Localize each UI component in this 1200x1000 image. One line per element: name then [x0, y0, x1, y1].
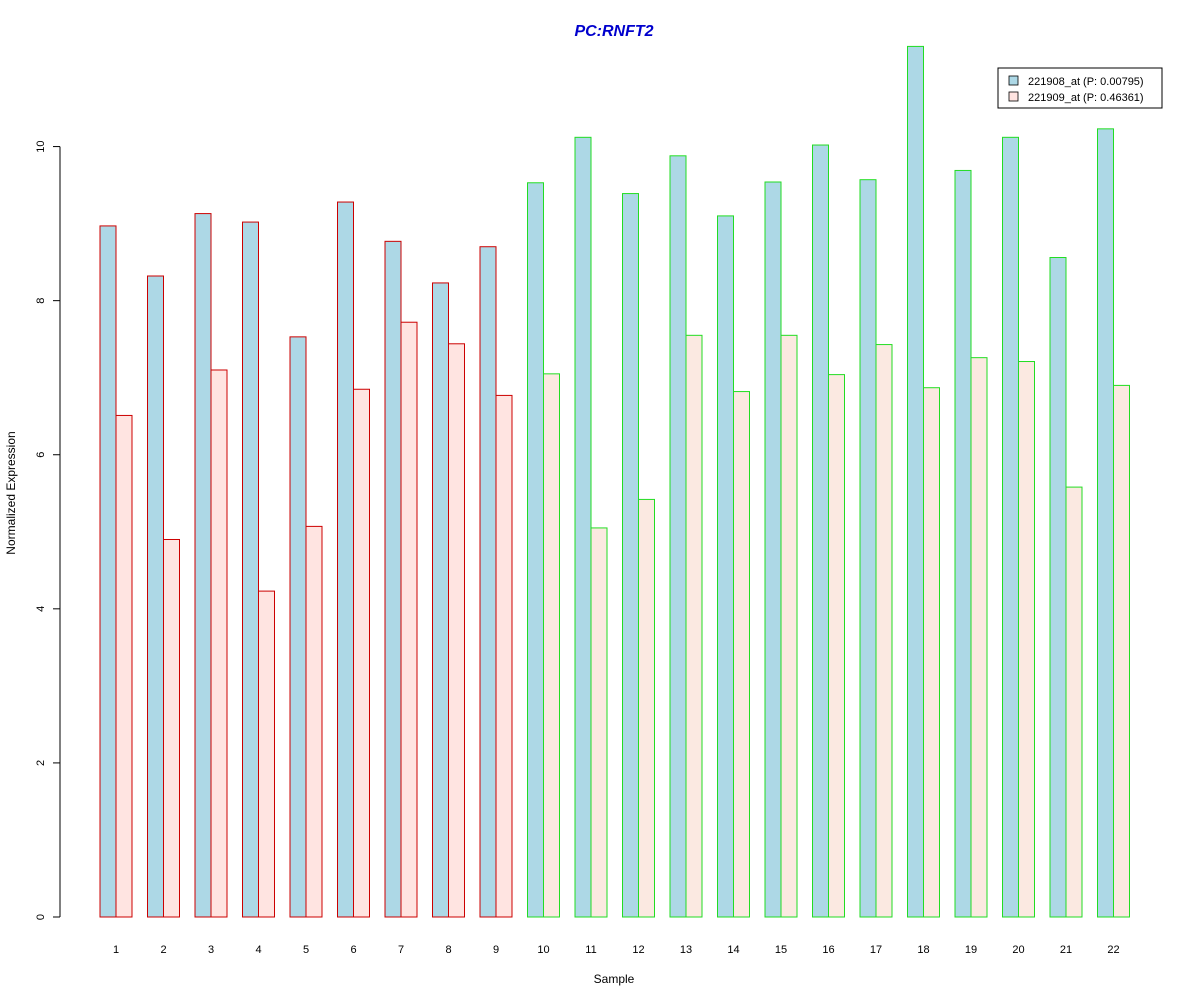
bar-series-2-sample-21 — [1065, 486, 1083, 918]
x-tick-label: 8 — [445, 944, 451, 956]
bar-series-2-sample-1 — [115, 414, 133, 918]
x-tick-label: 6 — [350, 944, 356, 956]
bar-series-2-sample-16 — [828, 374, 845, 918]
legend-swatch-series-2 — [1008, 91, 1019, 102]
bar-series-2-sample-8 — [448, 343, 465, 918]
y-axis-label: Normalized Expression — [4, 431, 18, 554]
bar-series-2-sample-5 — [305, 525, 323, 918]
y-axis: 0 2 4 6 8 10 — [35, 140, 61, 920]
bar-series-2-sample-4 — [258, 590, 275, 918]
x-tick-label: 4 — [255, 944, 261, 956]
y-tick-label: 6 — [35, 452, 47, 458]
bar-series-1-sample-8 — [432, 282, 449, 918]
bar-series-2-sample-20 — [1018, 361, 1035, 918]
y-tick-label: 0 — [35, 914, 47, 920]
bar-series-2-sample-19 — [970, 357, 988, 918]
x-tick-label: 20 — [1012, 944, 1024, 956]
legend-swatch-series-1 — [1008, 75, 1019, 86]
bar-series-1-sample-18 — [907, 45, 924, 918]
bar-series-1-sample-13 — [669, 155, 687, 918]
legend-label-series-2: 221909_at (P: 0.46361) — [1028, 92, 1144, 104]
bar-series-1-sample-3 — [194, 213, 212, 918]
bar-series-2-sample-18 — [923, 387, 940, 918]
y-tick-label: 8 — [35, 298, 47, 304]
bar-series-1-sample-1 — [99, 225, 117, 918]
x-tick-label: 14 — [727, 944, 739, 956]
bar-series-1-sample-19 — [954, 169, 972, 918]
x-tick-label: 19 — [965, 944, 977, 956]
bar-series-1-sample-21 — [1049, 257, 1067, 918]
chart-title: PC:RNFT2 — [574, 23, 653, 40]
legend: 221908_at (P: 0.00795) 221909_at (P: 0.4… — [997, 67, 1163, 109]
bar-series-1-sample-6 — [337, 201, 354, 918]
x-tick-label: 22 — [1107, 944, 1119, 956]
y-tick-label: 4 — [35, 606, 47, 612]
bar-series-1-sample-14 — [717, 215, 734, 918]
bar-series-2-sample-6 — [353, 388, 370, 918]
bar-series-1-sample-9 — [479, 246, 497, 918]
x-axis-label: Sample — [594, 972, 635, 986]
bar-series-1-sample-15 — [764, 181, 782, 918]
bar-series-2-sample-13 — [685, 334, 703, 918]
x-tick-labels: 1 2 3 4 5 6 7 8 9 10 11 12 13 14 15 16 17 18 19 20 21 22 — [113, 944, 1120, 956]
bar-series-2-sample-22 — [1113, 384, 1130, 918]
bar-series-2-sample-15 — [780, 334, 798, 918]
bar-series-2-sample-11 — [590, 527, 608, 918]
bar-series-2-sample-7 — [400, 321, 418, 918]
bar-series-1-sample-4 — [242, 221, 259, 918]
bar-series-1-sample-16 — [812, 144, 829, 918]
x-tick-label: 7 — [398, 944, 404, 956]
bar-series-1-sample-10 — [527, 182, 544, 918]
x-tick-label: 18 — [917, 944, 929, 956]
x-tick-label: 11 — [585, 944, 596, 956]
bar-series-1-sample-2 — [147, 275, 164, 918]
x-tick-label: 12 — [632, 944, 644, 956]
x-tick-label: 10 — [537, 944, 549, 956]
bar-series-2-sample-10 — [543, 373, 560, 918]
y-tick-label: 2 — [35, 760, 47, 766]
bar-series-2-sample-14 — [733, 391, 750, 918]
bar-series-1-sample-20 — [1002, 136, 1019, 918]
bar-series-1-sample-22 — [1097, 128, 1114, 918]
x-tick-label: 15 — [775, 944, 787, 956]
x-tick-label: 13 — [680, 944, 692, 956]
x-tick-label: 21 — [1060, 944, 1072, 956]
legend-box — [997, 67, 1163, 109]
bar-series-1-sample-17 — [859, 179, 877, 918]
bar-series-2-sample-3 — [210, 369, 228, 918]
bar-series-2-sample-2 — [163, 538, 180, 918]
bar-group — [99, 45, 1130, 918]
x-tick-label: 17 — [870, 944, 882, 956]
bar-series-1-sample-12 — [622, 193, 639, 918]
x-tick-label: 2 — [160, 944, 166, 956]
legend-label-series-1: 221908_at (P: 0.00795) — [1028, 76, 1144, 88]
bar-series-2-sample-12 — [638, 498, 655, 918]
x-tick-label: 3 — [208, 944, 214, 956]
bar-series-1-sample-7 — [384, 240, 402, 918]
x-tick-label: 1 — [113, 944, 119, 956]
x-tick-label: 5 — [303, 944, 309, 956]
bar-series-1-sample-5 — [289, 336, 307, 918]
x-tick-label: 16 — [822, 944, 834, 956]
bar-series-1-sample-11 — [574, 136, 592, 918]
bar-series-2-sample-9 — [495, 394, 513, 918]
bar-series-2-sample-17 — [875, 344, 893, 918]
y-tick-label: 10 — [35, 140, 47, 152]
x-tick-label: 9 — [493, 944, 499, 956]
